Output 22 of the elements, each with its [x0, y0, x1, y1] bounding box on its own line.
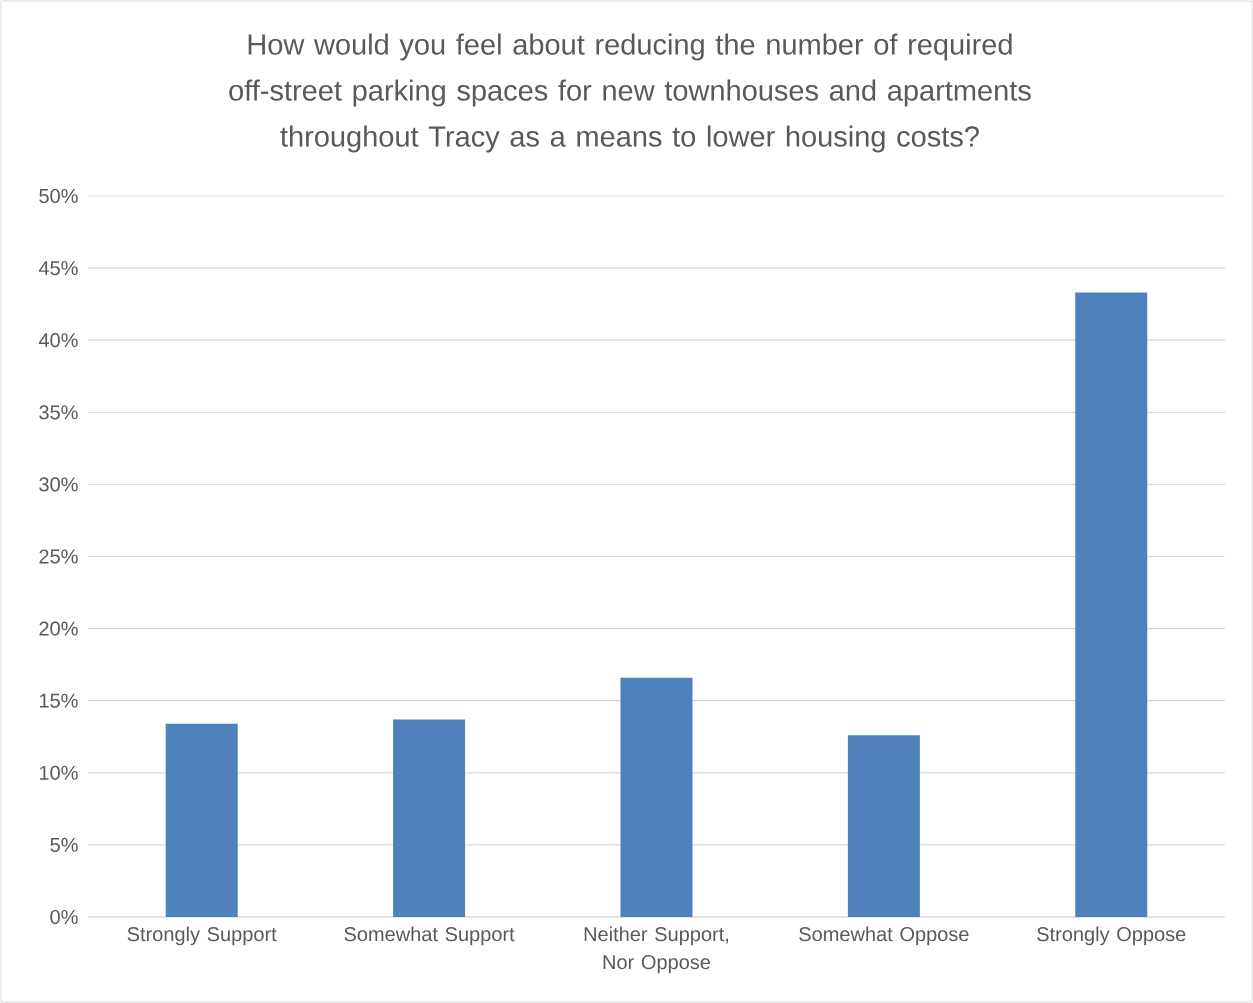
- x-tick-label: Neither Support, Nor Oppose: [584, 926, 729, 974]
- x-tick-label: Somewhat Support: [344, 926, 515, 946]
- bar: [620, 677, 693, 917]
- bar: [393, 719, 466, 917]
- y-tick-label: 5%: [50, 837, 78, 852]
- chart-title: How would you feel about reducing the number of required off-street parking spaces for new townhouses and apartments throughout Tracy as a means to lower housing costs?: [229, 33, 1031, 153]
- bar: [1075, 292, 1148, 917]
- bar: [165, 723, 238, 917]
- x-tick-label: Somewhat Oppose: [799, 926, 969, 946]
- bar: [847, 735, 920, 917]
- y-tick-label: 10%: [39, 765, 78, 780]
- y-tick-label: 25%: [39, 549, 78, 564]
- x-tick-label: Strongly Oppose: [1037, 926, 1186, 946]
- x-tick-label: Strongly Support: [127, 926, 277, 946]
- y-tick-label: 30%: [39, 477, 78, 492]
- y-tick-label: 50%: [39, 188, 78, 204]
- y-tick-label: 40%: [38, 333, 78, 348]
- y-tick-label: 45%: [38, 261, 78, 276]
- y-tick-label: 15%: [39, 693, 78, 708]
- y-tick-label: 20%: [39, 621, 78, 636]
- y-tick-label: 0%: [50, 909, 78, 925]
- y-tick-label: 35%: [39, 405, 78, 420]
